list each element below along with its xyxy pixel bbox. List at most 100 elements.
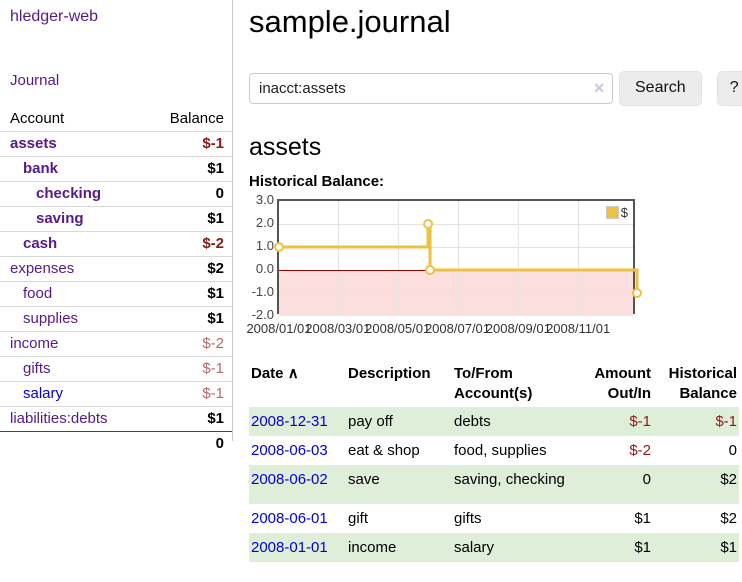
y-axis-tick-label: 1.0 (255, 237, 274, 253)
header-balance: Historical Balance (668, 364, 737, 402)
account-balance: $1 (207, 310, 224, 327)
x-axis-tick-label: 2008/01/01 (246, 320, 312, 336)
account-balance: $-1 (202, 385, 224, 402)
transaction-accounts: salary (454, 539, 495, 557)
account-balance: $-1 (202, 360, 224, 377)
transaction-amount: $-1 (629, 413, 651, 431)
account-balance: $-2 (202, 235, 224, 252)
transaction-date-link[interactable]: 2008-12-31 (251, 413, 328, 431)
y-axis-tick-label: 2.0 (255, 214, 274, 230)
account-balance: $-2 (202, 335, 224, 352)
clear-search-icon[interactable]: ✕ (593, 79, 605, 96)
transaction-date-link[interactable]: 2008-01-01 (251, 539, 328, 557)
transaction-accounts: debts (454, 413, 491, 431)
x-axis-tick-label: 2008/07/01 (424, 320, 491, 336)
search-button[interactable]: Search (619, 70, 702, 106)
transaction-balance: $2 (720, 471, 737, 489)
transaction-description: save (348, 471, 380, 489)
x-axis-tick-label: 2008/05/01 (365, 320, 431, 336)
transaction-balance: $-1 (715, 413, 737, 431)
account-row: saving $1 (0, 207, 232, 232)
account-row: food $1 (0, 282, 232, 307)
transaction-description: gift (348, 510, 369, 528)
account-row: supplies $1 (0, 307, 232, 332)
transaction-accounts: food, supplies (454, 442, 547, 460)
header-date[interactable]: Date ∧ (251, 364, 299, 382)
table-row: 2008-06-03 eat & shop food, supplies $-2 0 (249, 436, 739, 465)
account-link-food[interactable]: food (23, 285, 53, 302)
balance-step-line (274, 218, 642, 298)
gridline (578, 200, 580, 312)
account-link-cash[interactable]: cash (23, 235, 58, 252)
account-link-expenses[interactable]: expenses (10, 260, 75, 277)
account-balance-table: Account Balance assets $-1 bank $1 checking 0… (0, 107, 232, 456)
account-balance: $2 (207, 260, 224, 277)
x-axis-tick-label: 2008/11/01 (546, 320, 611, 336)
balance-column-header: Balance (169, 110, 224, 127)
table-row: 2008-06-01 gift gifts $1 $2 (249, 504, 739, 533)
account-link-assets[interactable]: assets (10, 135, 57, 152)
y-axis-tick-label: -2.0 (251, 306, 274, 322)
account-link-supplies[interactable]: supplies (23, 310, 79, 327)
app-layout: hledger-web Journal Account Balance asse… (0, 0, 742, 563)
table-row: 2008-06-02 save saving, checking 0 $2 (249, 465, 739, 505)
gridline (279, 223, 633, 225)
account-balance: 0 (215, 185, 224, 202)
transaction-amount: 0 (642, 471, 651, 489)
account-row: assets $-1 (0, 132, 232, 157)
transaction-accounts: saving, checking (454, 471, 565, 489)
historical-balance-chart: $ 2008/01/01 2008/03/01 2008/05/01 2008/07/… (246, 192, 728, 340)
account-row: checking 0 (0, 182, 232, 207)
legend-label: $ (620, 204, 628, 220)
transaction-date-link[interactable]: 2008-06-02 (251, 471, 328, 489)
sidebar: hledger-web Journal Account Balance asse… (0, 0, 233, 452)
table-row: 2008-01-01 income salary $1 $1 (249, 533, 739, 563)
account-row: income $-2 (0, 332, 232, 357)
account-row: gifts $-1 (0, 357, 232, 382)
total-balance: 0 (215, 435, 224, 452)
register-table: Date ∧ Description To/From Account(s) Am… (249, 361, 739, 563)
account-balance: $1 (207, 160, 224, 177)
transaction-amount: $1 (634, 510, 651, 528)
search-bar: ✕ Search ? (249, 70, 742, 106)
account-link-gifts[interactable]: gifts (23, 360, 51, 377)
account-link-income[interactable]: income (10, 335, 59, 352)
transaction-description: income (348, 539, 397, 557)
account-link-bank[interactable]: bank (23, 160, 59, 177)
account-link-salary[interactable]: salary (23, 385, 64, 402)
gridline (457, 200, 459, 312)
transaction-amount: $-2 (629, 442, 651, 460)
transaction-balance: 0 (728, 442, 737, 460)
transaction-date-link[interactable]: 2008-06-03 (251, 442, 328, 460)
account-balance: $-1 (202, 135, 224, 152)
brand-link[interactable]: hledger-web (10, 8, 99, 25)
account-link-checking[interactable]: checking (36, 185, 102, 202)
transaction-accounts: gifts (454, 510, 482, 528)
legend-swatch (605, 205, 619, 219)
main-content: sample.journal ✕ Search ? assets Histori… (233, 0, 742, 563)
y-axis-tick-label: 0.0 (255, 260, 274, 276)
account-link-liabilities-debts[interactable]: liabilities:debts (10, 410, 108, 427)
transaction-balance: $2 (720, 510, 737, 528)
search-input[interactable] (249, 72, 613, 104)
account-column-header: Account (10, 110, 65, 127)
transaction-description: pay off (348, 413, 393, 431)
account-row: expenses $2 (0, 257, 232, 282)
y-axis-tick-label: -1.0 (251, 283, 274, 299)
account-row: cash $-2 (0, 232, 232, 257)
gridline (518, 200, 520, 312)
sidebar-item-journal[interactable]: Journal (10, 72, 60, 89)
total-row: 0 (0, 432, 232, 457)
chart-title: Historical Balance: (249, 172, 385, 190)
transaction-date-link[interactable]: 2008-06-01 (251, 510, 328, 528)
header-accounts: To/From Account(s) (454, 364, 533, 402)
help-button[interactable]: ? (716, 70, 742, 106)
account-row: salary $-1 (0, 382, 232, 407)
account-row: bank $1 (0, 157, 232, 182)
chart-legend: $ (603, 203, 630, 221)
x-axis-tick-label: 2008/03/01 (305, 320, 371, 336)
account-balance: $1 (207, 410, 224, 427)
account-link-saving[interactable]: saving (36, 210, 84, 227)
gridline (337, 200, 339, 312)
account-balance: $1 (207, 285, 224, 302)
